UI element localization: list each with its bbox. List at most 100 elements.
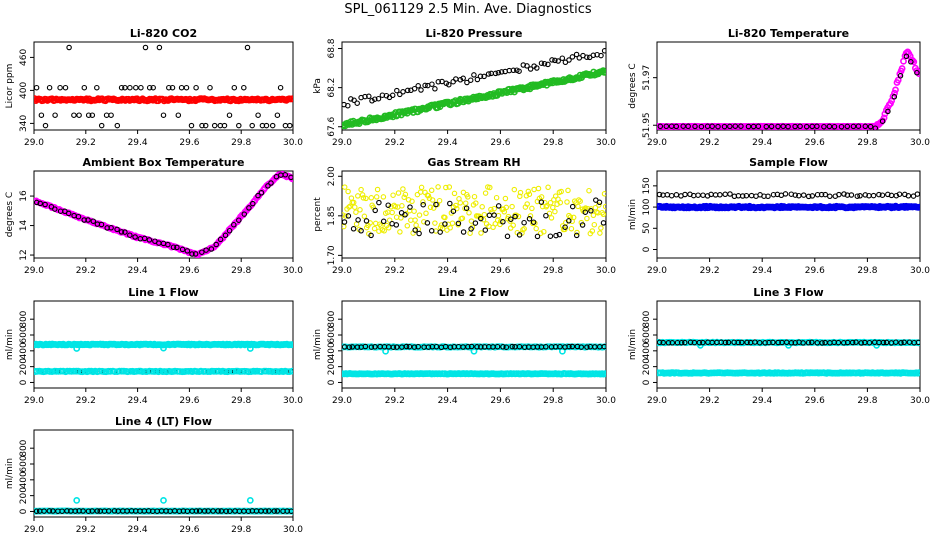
data-point bbox=[748, 192, 755, 199]
data-point bbox=[584, 344, 590, 350]
data-point bbox=[477, 73, 484, 80]
data-point bbox=[474, 76, 481, 83]
x-tick-label: 29.4 bbox=[752, 266, 772, 276]
data-point bbox=[342, 219, 348, 225]
data-point bbox=[425, 344, 432, 350]
data-point bbox=[488, 206, 494, 213]
data-point bbox=[132, 367, 140, 375]
data-point bbox=[538, 194, 545, 200]
data-point bbox=[244, 44, 251, 51]
data-point bbox=[600, 211, 606, 218]
y-tick-label: 400 bbox=[19, 342, 29, 359]
data-point bbox=[385, 202, 391, 208]
data-point bbox=[460, 75, 466, 82]
data-point bbox=[429, 197, 436, 203]
data-point bbox=[114, 122, 121, 129]
data-point bbox=[905, 193, 912, 199]
x-tick-label: 29.2 bbox=[700, 266, 720, 276]
data-point bbox=[822, 191, 829, 198]
plot-frame bbox=[656, 41, 921, 131]
x-tick-label: 29.2 bbox=[76, 138, 96, 148]
data-point bbox=[916, 203, 920, 211]
y-axis-label: ml/min bbox=[313, 329, 323, 360]
data-point bbox=[397, 91, 403, 98]
data-point bbox=[495, 212, 502, 219]
y-tick-label: 68.8 bbox=[327, 38, 337, 58]
y-tick-label: 12 bbox=[19, 249, 29, 260]
data-point bbox=[511, 186, 518, 193]
plot-frame bbox=[33, 41, 294, 131]
data-point bbox=[533, 225, 539, 232]
data-point bbox=[462, 200, 469, 206]
data-point bbox=[898, 340, 904, 346]
data-point bbox=[64, 508, 70, 514]
data-point bbox=[657, 123, 664, 130]
data-point bbox=[393, 222, 400, 228]
y-tick-label: 0 bbox=[19, 379, 29, 385]
data-point bbox=[464, 79, 470, 86]
data-point bbox=[601, 191, 606, 197]
data-point bbox=[915, 339, 920, 346]
data-point bbox=[89, 508, 95, 514]
data-point bbox=[432, 86, 438, 92]
data-points bbox=[34, 44, 293, 129]
data-point bbox=[211, 122, 218, 129]
data-point bbox=[428, 228, 435, 234]
data-point bbox=[574, 229, 580, 236]
data-point bbox=[465, 194, 471, 200]
data-point bbox=[346, 344, 353, 350]
data-point bbox=[350, 226, 357, 232]
data-point bbox=[538, 60, 545, 66]
panel-title: Li-820 Temperature bbox=[728, 27, 849, 40]
data-point bbox=[897, 73, 904, 79]
data-point bbox=[348, 195, 355, 201]
data-point bbox=[529, 205, 535, 212]
data-point bbox=[90, 218, 97, 224]
data-point bbox=[287, 122, 293, 129]
data-point bbox=[548, 215, 555, 221]
data-point bbox=[862, 123, 869, 130]
data-point bbox=[663, 338, 671, 346]
data-point bbox=[826, 123, 833, 130]
data-point bbox=[914, 191, 920, 197]
data-point bbox=[349, 344, 356, 350]
x-tick-label: 29.0 bbox=[647, 266, 667, 276]
data-point bbox=[680, 123, 686, 129]
y-axis-label: Licor ppm bbox=[5, 64, 15, 109]
x-tick-label: 29.6 bbox=[805, 138, 825, 148]
data-points bbox=[342, 48, 606, 130]
data-point bbox=[691, 339, 698, 346]
data-point bbox=[402, 212, 408, 218]
data-point bbox=[372, 344, 378, 350]
data-point bbox=[765, 193, 771, 200]
data-point bbox=[179, 246, 186, 253]
data-point bbox=[221, 368, 229, 375]
data-point bbox=[52, 112, 58, 118]
data-point bbox=[735, 339, 741, 346]
data-point bbox=[286, 368, 293, 375]
data-point bbox=[361, 213, 368, 220]
data-point bbox=[668, 192, 675, 199]
data-point bbox=[368, 195, 375, 201]
data-point bbox=[460, 229, 467, 235]
data-point bbox=[908, 59, 914, 65]
data-point bbox=[422, 82, 428, 89]
y-axis-label: ml/min bbox=[5, 458, 15, 489]
data-point bbox=[853, 339, 859, 345]
data-point bbox=[500, 344, 506, 350]
y-tick-label: 50 bbox=[642, 222, 652, 234]
data-point bbox=[523, 193, 530, 199]
data-point bbox=[390, 192, 396, 198]
data-point bbox=[425, 192, 432, 199]
data-point bbox=[500, 219, 506, 225]
x-tick-label: 29.4 bbox=[438, 396, 458, 406]
data-point bbox=[222, 232, 229, 239]
data-point bbox=[80, 508, 86, 514]
data-point bbox=[418, 184, 425, 191]
panel-title: Ambient Box Temperature bbox=[83, 156, 245, 169]
data-point bbox=[495, 203, 502, 209]
y-tick-label: 51.95 bbox=[642, 112, 652, 138]
data-point bbox=[657, 339, 663, 346]
data-point bbox=[192, 251, 199, 257]
data-point bbox=[420, 199, 426, 205]
